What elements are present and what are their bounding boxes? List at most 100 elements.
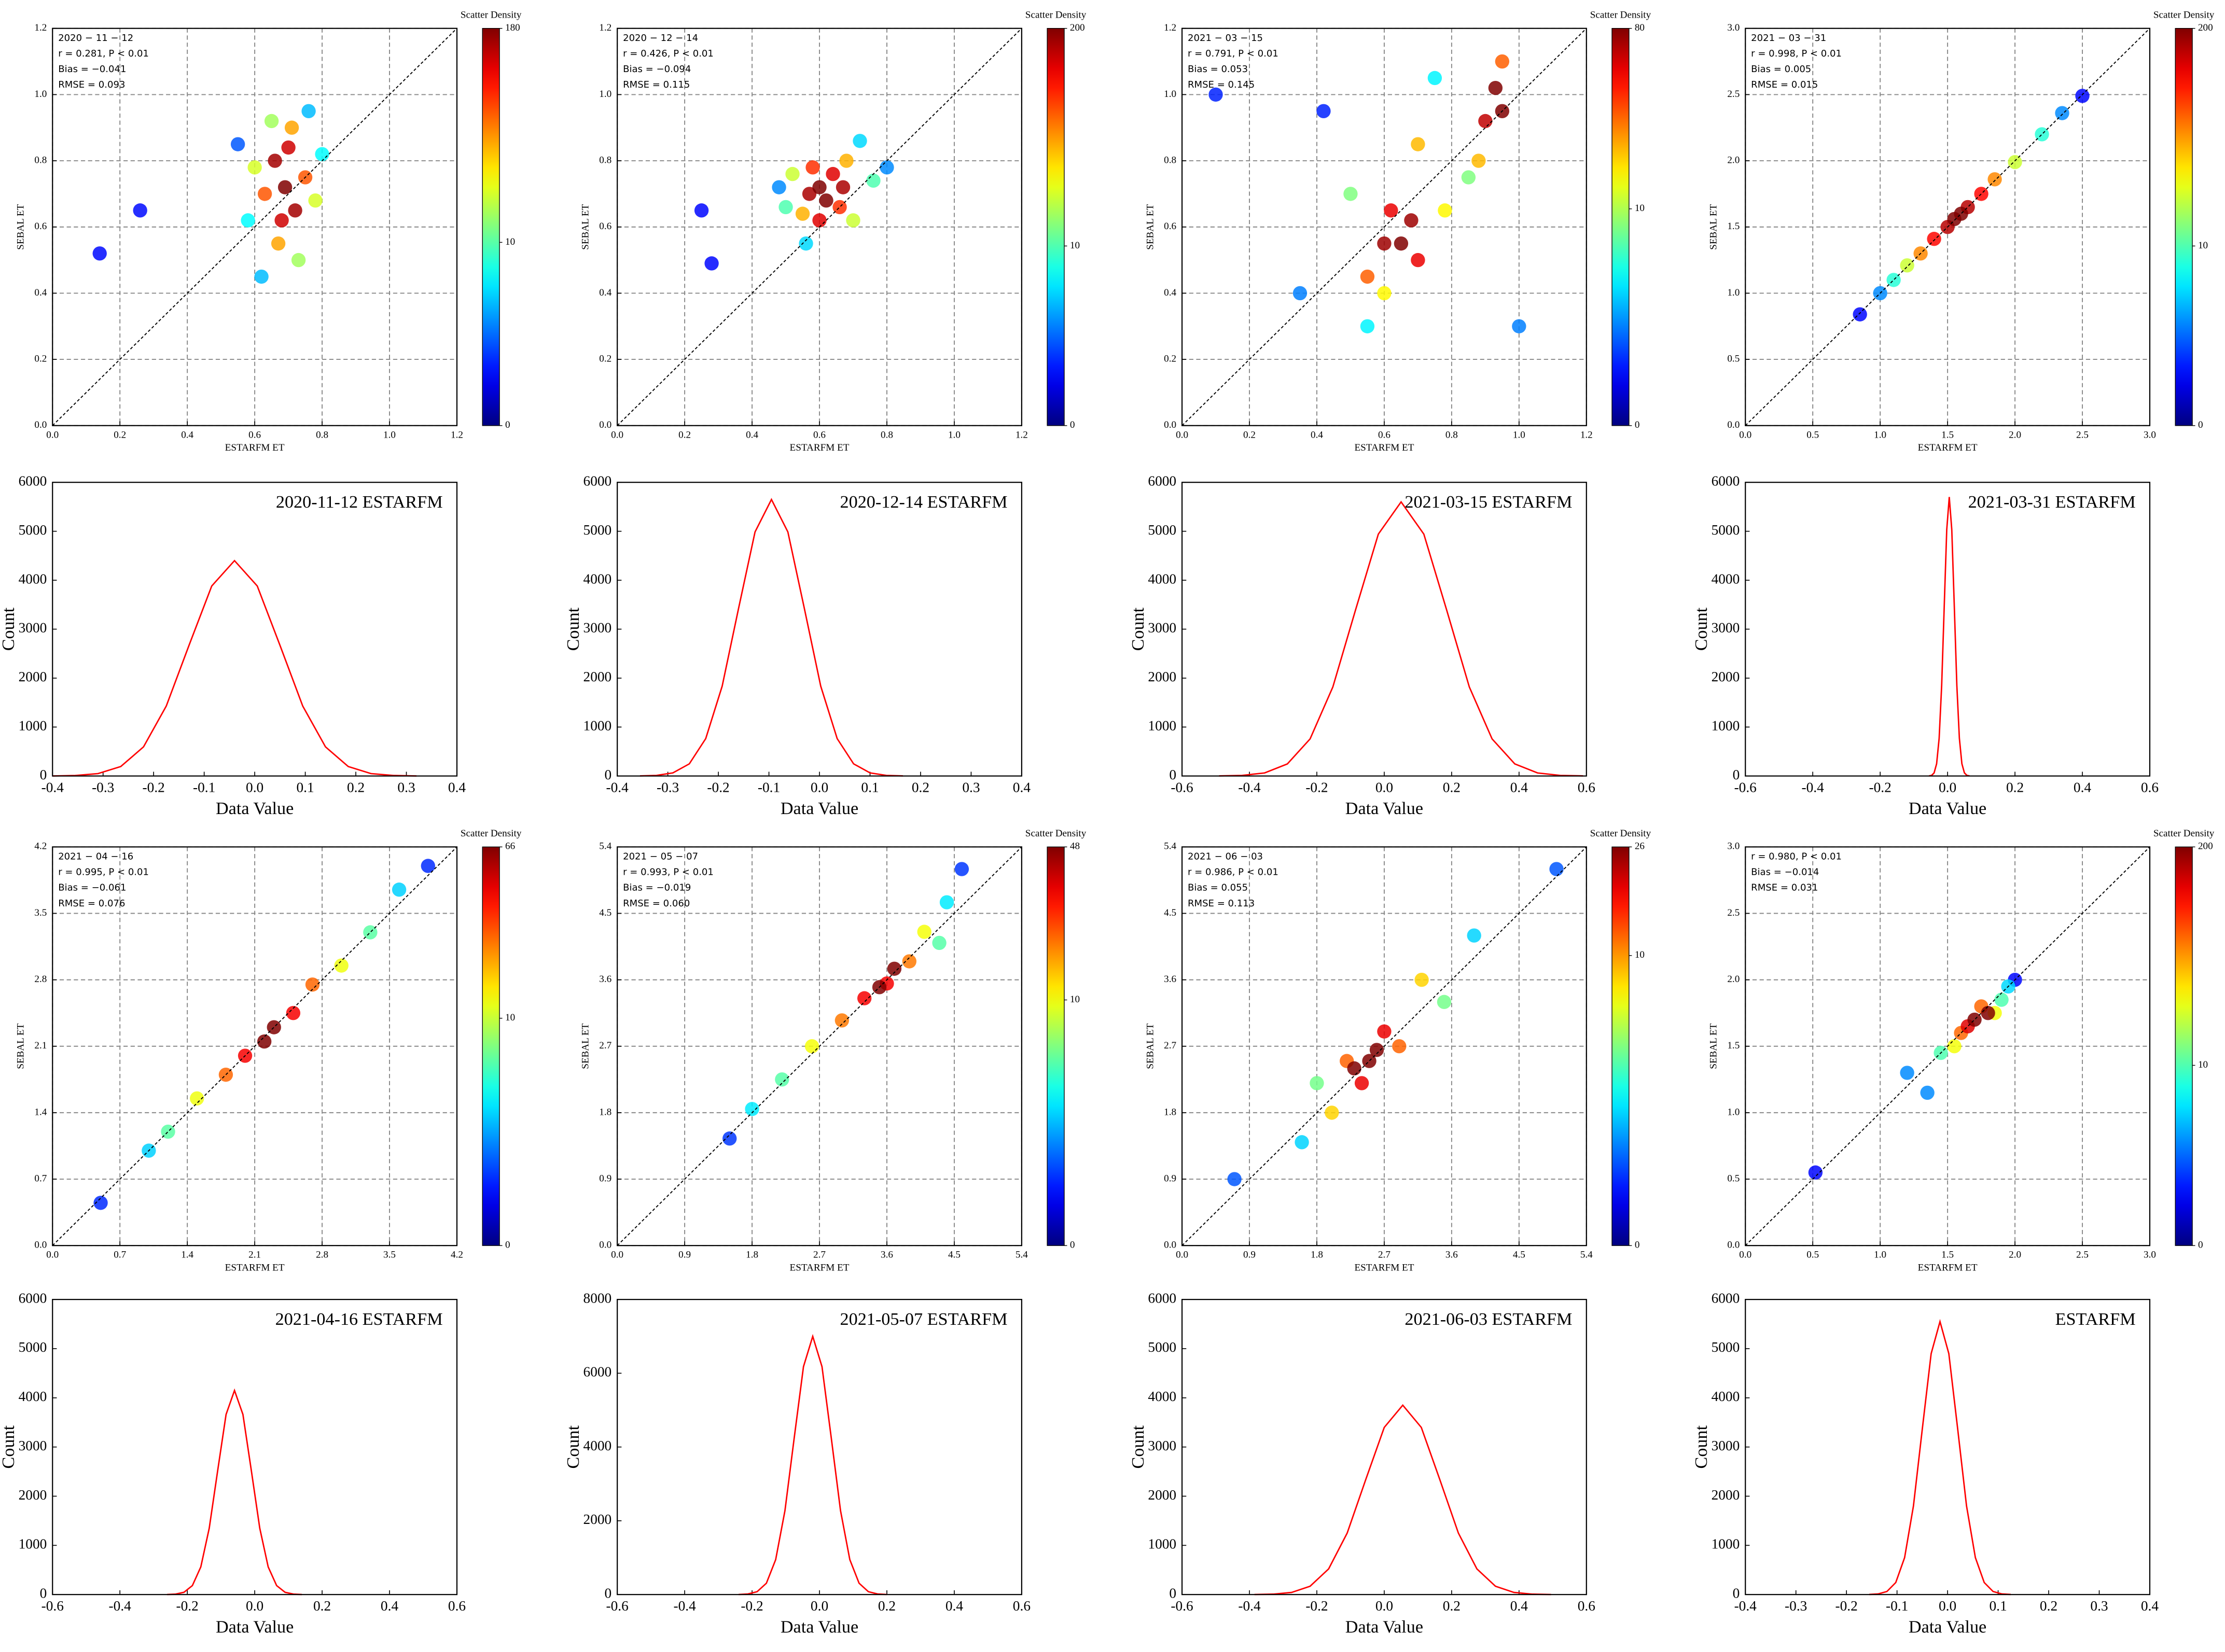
y-tick-label: 2.5 <box>1727 907 1740 918</box>
y-tick-label: 4000 <box>1712 1389 1740 1404</box>
panel: 0.0 0.5 1.0 1.5 2.0 2.5 3.0 0.0 0.5 1.0 1.5 2.0 2.5 3… <box>1708 9 2214 453</box>
x-tick-label: 0.0 <box>1939 779 1956 795</box>
y-tick-label: 0.7 <box>34 1173 47 1184</box>
colorbar-label: Scatter Density <box>461 828 522 839</box>
plot-frame <box>1181 1299 1587 1595</box>
x-tick-label: 0.6 <box>813 429 826 440</box>
x-tick-label: 0.2 <box>2006 779 2024 795</box>
plot-frame <box>52 482 458 777</box>
x-tick-label: 0.0 <box>811 779 828 795</box>
x-tick-label: -0.2 <box>741 1598 763 1614</box>
x-tick-label: 0.2 <box>1443 1598 1461 1614</box>
scatter-point <box>778 200 793 215</box>
colorbar-tick-label: 0 <box>1070 419 1075 430</box>
x-tick-label: 0.9 <box>1243 1250 1256 1261</box>
scatter-point <box>857 991 872 1005</box>
scatter-point <box>832 200 847 215</box>
plot-frame <box>1181 846 1587 1247</box>
scatter-point <box>271 236 286 251</box>
annotation: Bias = −0.061 <box>58 883 126 893</box>
scatter-point <box>1886 273 1901 287</box>
x-axis-label: Data Value <box>1909 1618 1986 1637</box>
scatter-point <box>363 925 378 940</box>
annotation: r = 0.426, P < 0.01 <box>623 48 714 59</box>
scatter-point <box>1967 1012 1982 1027</box>
x-tick-label: 4.2 <box>451 1250 463 1261</box>
scatter-point <box>1411 137 1425 151</box>
scatter-point <box>301 104 316 118</box>
scatter-point <box>704 256 719 271</box>
annotation: Bias = −0.019 <box>623 883 691 893</box>
colorbar-tick-label: 0 <box>1070 1240 1075 1251</box>
x-tick-label: -0.2 <box>1835 1598 1858 1614</box>
plot-frame <box>1745 27 2151 426</box>
x-tick-label: 0.0 <box>246 779 263 795</box>
y-tick-label: 0.9 <box>599 1173 611 1184</box>
annotation: 2021 − 03 − 15 <box>1188 33 1263 44</box>
y-tick-label: 8000 <box>583 1290 612 1306</box>
x-tick-label: 0.4 <box>1311 429 1323 440</box>
annotation: 2021-03-31 ESTARFM <box>1968 493 2136 512</box>
annotation: 2021 − 03 − 31 <box>1751 33 1826 44</box>
colorbar-label: Scatter Density <box>2153 828 2215 839</box>
scatter-point <box>745 1102 759 1116</box>
colorbar <box>482 846 500 1246</box>
scatter-point <box>802 187 817 201</box>
annotation: r = 0.980, P < 0.01 <box>1751 851 1842 862</box>
colorbar-tick-label: 200 <box>2198 22 2213 33</box>
scatter-point <box>902 954 916 969</box>
scatter-point <box>288 203 302 218</box>
y-tick-label: 1.0 <box>34 89 47 100</box>
x-tick-label: -0.3 <box>92 779 114 795</box>
y-axis-label: SEBAL ET <box>15 1023 26 1069</box>
x-tick-label: 1.0 <box>383 429 396 440</box>
x-tick-label: 1.0 <box>948 429 961 440</box>
x-tick-label: 0.2 <box>912 779 929 795</box>
colorbar-label: Scatter Density <box>1025 828 1087 839</box>
y-tick-label: 5.4 <box>1164 841 1176 852</box>
one-to-one-line <box>617 846 1022 1246</box>
y-tick-label: 1000 <box>1712 1536 1740 1552</box>
x-tick-label: 0.3 <box>397 779 415 795</box>
scatter-point <box>268 153 282 168</box>
y-axis-label: SEBAL ET <box>580 1023 591 1069</box>
annotation: 2020-12-14 ESTARFM <box>840 493 1008 512</box>
annotation: r = 0.995, P < 0.01 <box>58 867 149 878</box>
annotation: 2021-03-15 ESTARFM <box>1404 493 1572 512</box>
x-tick-label: 0.4 <box>945 1598 964 1614</box>
x-tick-label: -0.6 <box>1171 779 1193 795</box>
y-tick-label: 4000 <box>1148 571 1176 586</box>
y-tick-label: 5000 <box>1148 1339 1176 1355</box>
x-tick-label: 0.0 <box>1375 1598 1393 1614</box>
y-tick-label: 4000 <box>1712 571 1740 586</box>
x-axis-label: ESTARFM ET <box>225 1262 285 1273</box>
one-to-one-line <box>52 846 457 1246</box>
colorbar-tick-label: 0 <box>505 1240 510 1251</box>
curve <box>1254 1404 1551 1595</box>
x-tick-label: 0.6 <box>248 429 261 440</box>
scatter-point <box>291 253 306 268</box>
scatter-point <box>1512 319 1526 333</box>
x-tick-label: 2.0 <box>2009 429 2021 440</box>
y-axis-label: Count <box>1692 607 1711 651</box>
annotation: r = 0.998, P < 0.01 <box>1751 48 1842 59</box>
y-axis-label: Count <box>1692 1425 1711 1468</box>
scatter-point <box>1427 71 1442 86</box>
x-tick-label: 0.6 <box>1013 1598 1031 1614</box>
y-axis-label: SEBAL ET <box>15 204 26 249</box>
x-axis-label: Data Value <box>216 799 294 818</box>
scatter-point <box>190 1091 204 1106</box>
colorbar <box>1047 28 1065 426</box>
y-tick-label: 0 <box>605 767 612 782</box>
y-tick-label: 0.0 <box>34 419 47 430</box>
y-tick-label: 0 <box>605 1585 612 1601</box>
annotation: Bias = 0.005 <box>1751 64 1811 75</box>
y-tick-label: 0 <box>1733 1585 1740 1601</box>
scatter-point <box>954 862 969 876</box>
x-tick-label: 0.2 <box>678 429 691 440</box>
y-tick-label: 3000 <box>1148 620 1176 636</box>
plot-frame <box>1745 482 2151 777</box>
x-tick-label: 3.0 <box>2144 1250 2156 1261</box>
